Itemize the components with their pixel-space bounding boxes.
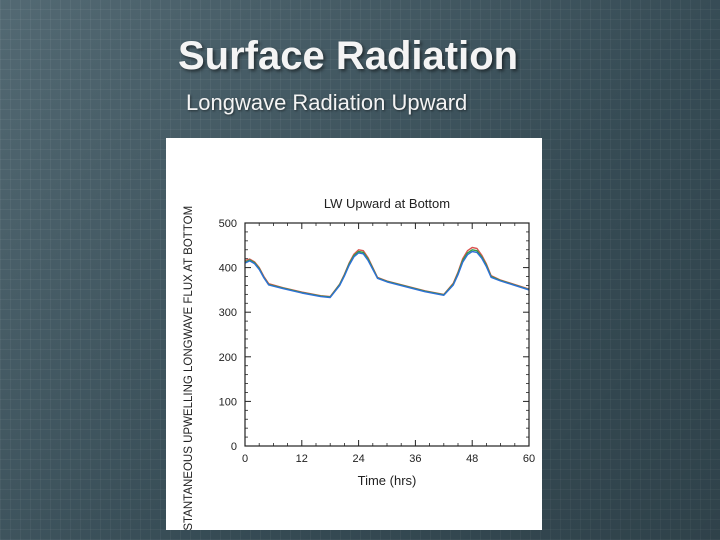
chart-y-axis-label: INSTANTANEOUS UPWELLING LONGWAVE FLUX AT… [183, 206, 195, 530]
y-tick-label: 200 [219, 352, 237, 364]
y-tick-label: 400 [219, 263, 237, 275]
x-tick-label: 48 [466, 453, 478, 465]
y-tick-label: 500 [219, 218, 237, 230]
x-tick-label: 0 [242, 453, 248, 465]
slide-subtitle: Longwave Radiation Upward [186, 90, 468, 115]
y-tick-label: 0 [231, 441, 237, 453]
chart-frame: LW Upward at Bottom INSTANTANEOUS UPWELL… [166, 138, 542, 530]
x-tick-label: 36 [409, 453, 421, 465]
y-tick-label: 300 [219, 307, 237, 319]
slide-title: Surface Radiation [178, 34, 519, 78]
x-tick-label: 60 [523, 453, 535, 465]
y-tick-label: 100 [219, 396, 237, 408]
chart-x-axis-label: Time (hrs) [358, 473, 417, 488]
x-tick-label: 12 [296, 453, 308, 465]
series-line-blue [244, 250, 530, 299]
chart-title: LW Upward at Bottom [324, 196, 450, 211]
lw-upward-chart: LW Upward at Bottom INSTANTANEOUS UPWELL… [183, 196, 535, 530]
x-tick-label: 24 [352, 453, 364, 465]
plot-area-frame [244, 222, 530, 447]
